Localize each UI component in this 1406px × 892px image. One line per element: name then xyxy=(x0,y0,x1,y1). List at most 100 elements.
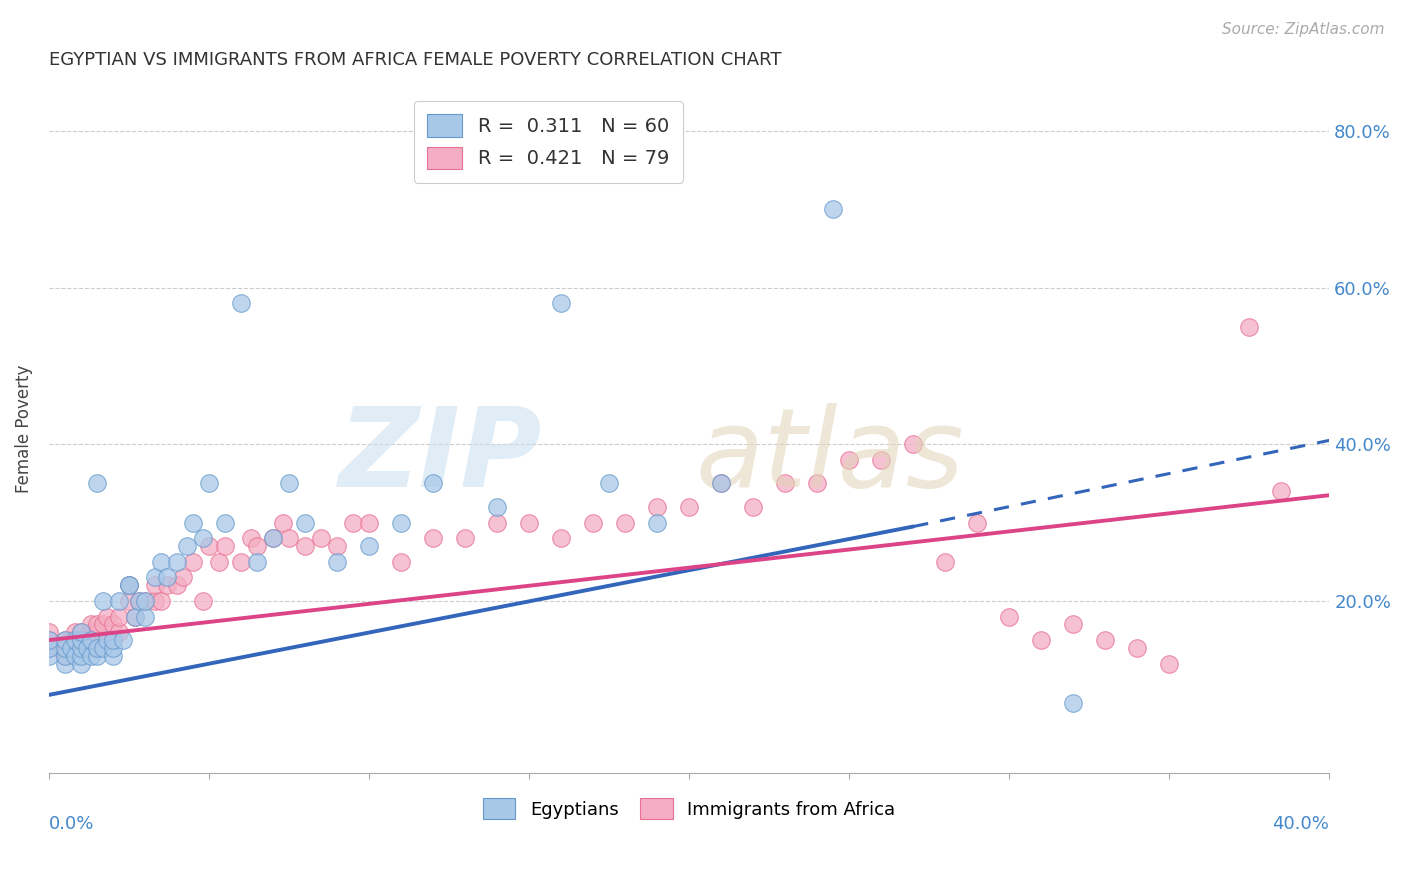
Point xyxy=(108,594,131,608)
Point xyxy=(422,476,444,491)
Point xyxy=(870,453,893,467)
Point xyxy=(118,578,141,592)
Point xyxy=(357,516,380,530)
Point xyxy=(93,633,115,648)
Point xyxy=(76,640,98,655)
Point xyxy=(294,516,316,530)
Point xyxy=(517,516,540,530)
Point xyxy=(198,476,221,491)
Point xyxy=(357,539,380,553)
Point xyxy=(118,578,141,592)
Text: atlas: atlas xyxy=(696,402,965,509)
Point xyxy=(1126,640,1149,655)
Point xyxy=(96,609,118,624)
Point xyxy=(150,594,173,608)
Point xyxy=(156,578,179,592)
Point xyxy=(389,555,412,569)
Point xyxy=(326,539,349,553)
Point xyxy=(38,648,60,663)
Point xyxy=(678,500,700,514)
Point xyxy=(166,555,188,569)
Point xyxy=(181,555,204,569)
Point xyxy=(76,633,98,648)
Point xyxy=(70,625,93,640)
Point xyxy=(172,570,194,584)
Point xyxy=(271,516,294,530)
Point xyxy=(38,633,60,648)
Point xyxy=(198,539,221,553)
Point xyxy=(229,555,252,569)
Point xyxy=(150,555,173,569)
Point xyxy=(239,531,262,545)
Point xyxy=(229,296,252,310)
Point xyxy=(143,594,166,608)
Point xyxy=(38,640,60,655)
Point xyxy=(1270,484,1292,499)
Point xyxy=(214,539,236,553)
Point xyxy=(901,437,924,451)
Point xyxy=(53,648,76,663)
Point xyxy=(53,640,76,655)
Point xyxy=(70,633,93,648)
Point xyxy=(101,633,124,648)
Point xyxy=(79,617,101,632)
Point xyxy=(262,531,284,545)
Point xyxy=(773,476,796,491)
Point xyxy=(118,594,141,608)
Point xyxy=(582,516,605,530)
Point xyxy=(710,476,733,491)
Point xyxy=(454,531,477,545)
Point xyxy=(93,617,115,632)
Point xyxy=(838,453,860,467)
Point xyxy=(134,594,156,608)
Point xyxy=(645,516,668,530)
Y-axis label: Female Poverty: Female Poverty xyxy=(15,365,32,493)
Point xyxy=(486,500,509,514)
Point xyxy=(1062,617,1084,632)
Point xyxy=(86,476,108,491)
Point xyxy=(124,609,146,624)
Point xyxy=(108,625,131,640)
Point xyxy=(70,648,93,663)
Point xyxy=(79,648,101,663)
Point xyxy=(422,531,444,545)
Text: EGYPTIAN VS IMMIGRANTS FROM AFRICA FEMALE POVERTY CORRELATION CHART: EGYPTIAN VS IMMIGRANTS FROM AFRICA FEMAL… xyxy=(49,51,782,69)
Point xyxy=(38,625,60,640)
Point xyxy=(101,633,124,648)
Point xyxy=(176,539,198,553)
Point xyxy=(191,594,214,608)
Point xyxy=(60,633,83,648)
Point xyxy=(70,640,93,655)
Point xyxy=(1094,633,1116,648)
Point xyxy=(598,476,620,491)
Point xyxy=(70,633,93,648)
Point xyxy=(101,648,124,663)
Point xyxy=(191,531,214,545)
Point xyxy=(60,640,83,655)
Point xyxy=(70,640,93,655)
Point xyxy=(246,555,269,569)
Point xyxy=(118,578,141,592)
Point xyxy=(806,476,828,491)
Point xyxy=(181,516,204,530)
Point xyxy=(389,516,412,530)
Point xyxy=(1159,657,1181,671)
Point xyxy=(53,633,76,648)
Point xyxy=(966,516,988,530)
Point xyxy=(93,594,115,608)
Point xyxy=(823,202,845,217)
Legend: Egyptians, Immigrants from Africa: Egyptians, Immigrants from Africa xyxy=(475,791,903,826)
Text: 0.0%: 0.0% xyxy=(49,814,94,832)
Text: ZIP: ZIP xyxy=(339,402,541,509)
Point xyxy=(53,633,76,648)
Point xyxy=(1239,319,1261,334)
Point xyxy=(63,648,86,663)
Point xyxy=(143,570,166,584)
Point xyxy=(38,640,60,655)
Point xyxy=(128,594,150,608)
Point xyxy=(246,539,269,553)
Point xyxy=(53,657,76,671)
Point xyxy=(48,640,70,655)
Point xyxy=(550,296,572,310)
Point xyxy=(63,625,86,640)
